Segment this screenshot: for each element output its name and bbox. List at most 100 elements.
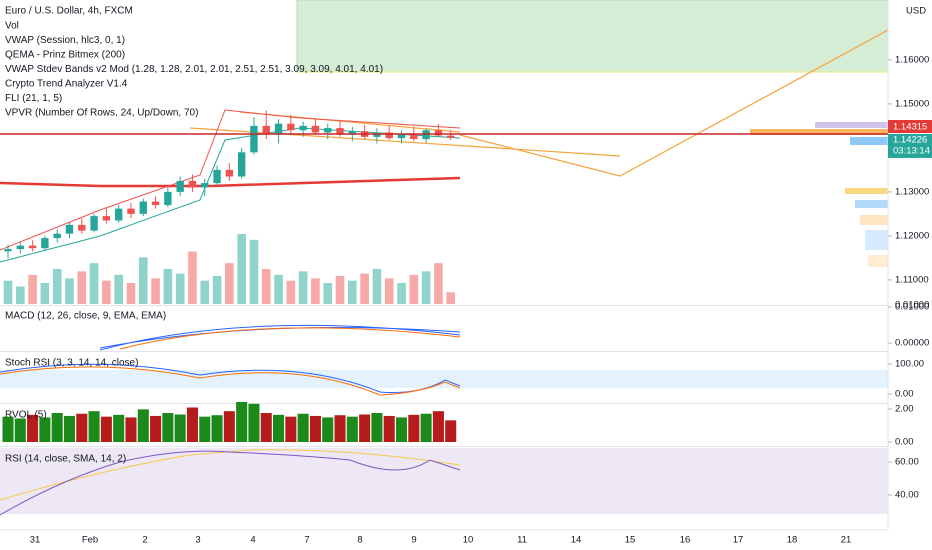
candle-body <box>311 125 320 133</box>
volume-bar <box>151 278 160 304</box>
candle-body <box>41 238 49 249</box>
candle-body <box>114 208 123 221</box>
pane-label: RSI (14, close, SMA, 14, 2) <box>5 454 126 465</box>
rvol-bar <box>359 414 371 442</box>
rvol-bar <box>334 415 346 442</box>
rvol-bar <box>39 417 51 442</box>
volume-bar <box>409 274 419 304</box>
countdown: 03:13:14 <box>893 145 930 156</box>
candle-body <box>262 125 270 135</box>
candle-body <box>139 201 147 214</box>
pane-divider <box>0 351 888 352</box>
pane-label: MACD (12, 26, close, 9, EMA, EMA) <box>5 311 166 322</box>
candle-body <box>188 180 197 188</box>
current-price-tag <box>888 133 932 158</box>
pane-divider <box>0 403 888 404</box>
vwap-band <box>0 127 461 263</box>
rvol-bar <box>223 411 235 442</box>
indicator-label: Crypto Trend Analyzer V1.4 <box>5 79 128 90</box>
volume-bar <box>323 283 333 304</box>
rvol-bar <box>211 415 223 442</box>
volume-bar <box>311 278 320 304</box>
price-tick-label: 1.16000 <box>895 54 929 65</box>
volume-bar <box>286 280 296 304</box>
candle-body <box>434 130 443 136</box>
volume-bar <box>52 269 62 304</box>
candle-body <box>336 128 344 135</box>
candle-body <box>16 245 24 250</box>
pane-tick-label: 0.00 <box>895 389 914 400</box>
candle-body <box>225 169 234 177</box>
date-label: 31 <box>30 535 41 546</box>
rvol-bar <box>322 417 334 442</box>
rvol-bar <box>248 403 260 442</box>
date-label: 17 <box>733 535 744 546</box>
candle-body <box>250 125 258 153</box>
volume-bar <box>348 280 357 304</box>
indicator-label: FLI (21, 1, 5) <box>5 93 62 104</box>
rvol-bar <box>445 420 457 442</box>
rvol-bar <box>137 409 149 442</box>
volume-bar <box>384 278 394 304</box>
volume-bar <box>397 283 406 304</box>
pane-label: Stoch RSI (3, 3, 14, 14, close) <box>5 358 138 369</box>
candle-body <box>348 131 357 135</box>
candle-body <box>287 123 295 131</box>
last-price-tag <box>888 120 932 134</box>
pane-tick-label: 60.00 <box>895 457 919 468</box>
indicator-label: VPVR (Number Of Rows, 24, Up/Down, 70) <box>5 108 198 119</box>
date-label: 18 <box>787 535 798 546</box>
candle-body <box>213 169 221 184</box>
indicator-label: VWAP Stdev Bands v2 Mod (1.28, 1.28, 2.0… <box>5 64 383 75</box>
vwap-band-upper <box>0 109 461 251</box>
volume-bar <box>434 263 443 304</box>
volume-bar <box>446 292 456 304</box>
candle-body <box>53 233 61 239</box>
candle-body <box>102 216 111 221</box>
date-label: 10 <box>463 535 474 546</box>
target-zone <box>296 0 889 73</box>
pane-tick-label: 40.00 <box>895 490 919 501</box>
volume-bar <box>15 286 25 304</box>
price-tick-label: 1.11000 <box>895 274 929 285</box>
pane-divider <box>0 446 888 447</box>
volume-bar <box>40 283 50 304</box>
stoch-k <box>0 363 461 393</box>
rsi-band <box>0 448 888 514</box>
candle-body <box>4 249 12 252</box>
volume-bar <box>102 280 111 304</box>
pane-tick-label: 100.00 <box>895 359 924 370</box>
volume-bar <box>175 273 185 304</box>
candle-body <box>65 224 74 234</box>
volume-tick: 0.01000 <box>895 300 929 311</box>
volume-bar <box>360 273 369 304</box>
volume-bar <box>261 269 271 304</box>
rvol-bar <box>51 413 63 442</box>
candle-body <box>397 133 406 139</box>
rvol-bar <box>162 413 174 442</box>
candle-body <box>164 191 172 206</box>
date-label: 16 <box>680 535 691 546</box>
candle-body <box>299 125 307 131</box>
rvol-bar <box>27 414 39 442</box>
candle-body <box>90 216 98 231</box>
rvol-bar <box>88 411 100 442</box>
indicator-label: VWAP (Session, hlc3, 0, 1) <box>5 35 125 46</box>
date-label: Feb <box>82 535 98 546</box>
rvol-bar <box>174 414 186 442</box>
date-label: 15 <box>625 535 636 546</box>
rvol-bar <box>236 402 248 442</box>
volume-bar <box>138 257 148 304</box>
volume-bar <box>335 276 345 304</box>
pane-tick-label: 0.00 <box>895 437 914 448</box>
candle-body <box>201 183 209 188</box>
volume-bar <box>372 269 382 304</box>
volume-bar <box>421 271 431 304</box>
indicator-label: Vol <box>5 21 19 32</box>
price-tick-label: 1.13000 <box>895 186 929 197</box>
rvol-bar <box>432 411 444 442</box>
rvol-bar <box>309 415 321 442</box>
symbol-title: Euro / U.S. Dollar, 4h, FXCM <box>5 6 133 17</box>
rvol-bar <box>125 417 137 442</box>
